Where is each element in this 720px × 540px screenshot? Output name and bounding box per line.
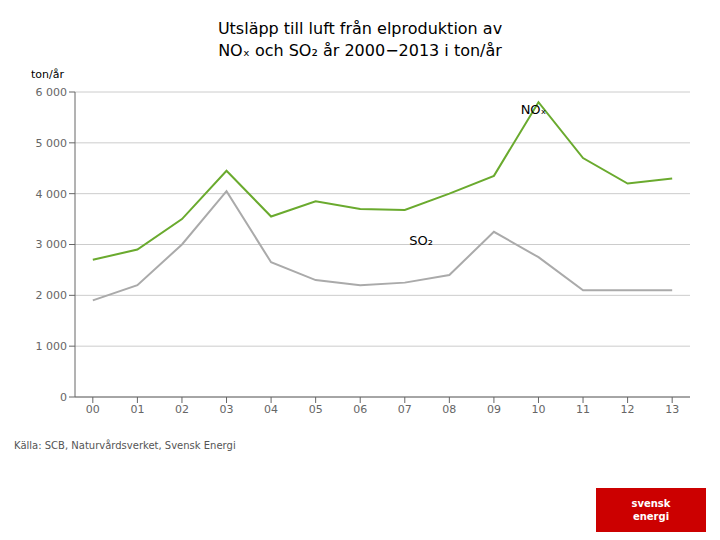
svg-text:00: 00: [86, 403, 100, 416]
html-text:Utsläpp till luft från elprodu: Utsläpp till luft från elproduktion av: [217, 19, 503, 38]
svg-text:SO₂: SO₂: [409, 233, 433, 248]
svg-text:6 000: 6 000: [36, 86, 68, 99]
html-text:svensk: svensk: [631, 498, 671, 509]
svg-text:3 000: 3 000: [36, 238, 68, 251]
svg-text:01: 01: [130, 403, 144, 416]
svg-text:03: 03: [220, 403, 234, 416]
svg-text:1 000: 1 000: [36, 340, 68, 353]
html-text:energi: energi: [632, 511, 670, 522]
html-text:NOₓ och SO₂ år 2000−2013 i ton: NOₓ och SO₂ år 2000−2013 i ton/år: [218, 41, 502, 60]
svg-text:2 000: 2 000: [36, 289, 68, 302]
svg-text:06: 06: [353, 403, 367, 416]
svg-text:02: 02: [175, 403, 189, 416]
svg-text:08: 08: [442, 403, 456, 416]
svg-text:ton/år: ton/år: [31, 68, 64, 81]
svg-text:4 000: 4 000: [36, 188, 68, 201]
svg-text:11: 11: [576, 403, 590, 416]
svg-text:NOₓ: NOₓ: [521, 102, 547, 117]
svg-text:0: 0: [60, 391, 67, 404]
html-text:Källa: SCB, Naturvårdsverket,: Källa: SCB, Naturvårdsverket, Svensk Ene…: [14, 440, 236, 451]
svg-text:12: 12: [621, 403, 635, 416]
svg-text:09: 09: [487, 403, 501, 416]
svg-text:07: 07: [398, 403, 412, 416]
svg-text:04: 04: [264, 403, 278, 416]
svg-text:10: 10: [531, 403, 545, 416]
svg-text:05: 05: [309, 403, 323, 416]
svg-text:13: 13: [665, 403, 679, 416]
svg-text:5 000: 5 000: [36, 137, 68, 150]
